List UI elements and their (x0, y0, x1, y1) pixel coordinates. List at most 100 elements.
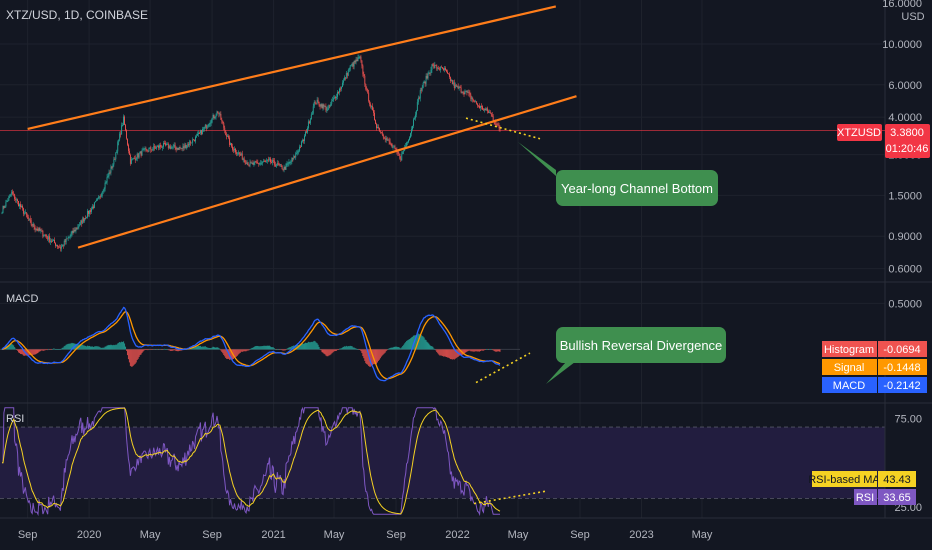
candle-body (190, 141, 192, 144)
macd-histogram-bar (164, 349, 166, 350)
macd-histogram-bar (453, 349, 455, 360)
candle-body (287, 163, 289, 165)
macd-histogram-bar (486, 349, 488, 350)
candle-body (198, 132, 199, 135)
candle-body (289, 161, 291, 163)
macd-histogram-bar (141, 349, 143, 353)
macd-histogram-bar (371, 349, 373, 366)
candle-body (76, 228, 78, 229)
price-pane[interactable] (0, 5, 885, 252)
candle-body (38, 228, 40, 231)
candle-body (79, 222, 81, 226)
macd-histogram-bar (302, 343, 304, 350)
macd-histogram-bar (499, 349, 501, 352)
macd-histogram-bar (262, 346, 264, 350)
candle-body (215, 115, 217, 118)
candle-body (225, 130, 227, 135)
macd-histogram-bar (162, 349, 164, 350)
macd-histogram-bar (22, 349, 24, 356)
macd-histogram-bar (104, 346, 106, 350)
macd-histogram-bar (165, 349, 167, 350)
candle-body (81, 220, 83, 224)
macd-histogram-bar (221, 349, 223, 352)
macd-histogram-bar (37, 349, 39, 354)
histogram-value-tag (878, 341, 927, 357)
macd-value: -0.2142 (883, 380, 920, 392)
candle-body (397, 151, 399, 154)
candle-body (237, 152, 239, 154)
candle-body (33, 223, 35, 228)
candle-body (249, 162, 251, 166)
macd-histogram-bar (81, 344, 83, 350)
candle-body (374, 112, 375, 121)
candle-body (323, 104, 325, 107)
candle-body (378, 127, 380, 132)
candle-body (242, 158, 244, 160)
macd-histogram-bar (231, 349, 233, 360)
macd-histogram-bar (396, 346, 398, 350)
candle-body (329, 105, 331, 107)
macd-histogram-bar (495, 349, 497, 352)
candle-body (337, 91, 339, 97)
macd-histogram-bar (63, 346, 65, 350)
candle-body (486, 108, 488, 112)
candle-body (401, 154, 403, 161)
candle-body (459, 87, 461, 88)
macd-histogram-bar (435, 349, 437, 351)
candle-body (433, 64, 435, 68)
price-axis-top-tick: 16.0000 (882, 0, 922, 10)
macd-histogram-bar (468, 349, 470, 351)
channel-upper-line (27, 5, 557, 131)
macd-histogram-bar (255, 346, 257, 350)
macd-histogram-bar (154, 349, 156, 350)
macd-histogram-bar (223, 349, 225, 355)
macd-histogram-bar (224, 349, 226, 357)
macd-histogram-bar (123, 341, 125, 350)
macd-histogram-bar (409, 339, 411, 350)
candle-body (211, 117, 213, 123)
macd-histogram-bar (247, 349, 249, 351)
candle-body (233, 149, 234, 151)
macd-histogram-bar (36, 349, 38, 354)
candle-body (111, 166, 113, 168)
candle-body (255, 161, 257, 163)
macd-histogram-bar (38, 349, 40, 352)
candle-body (247, 162, 249, 166)
histogram-label-tag (822, 341, 877, 357)
macd-histogram-bar (157, 349, 159, 350)
candle-body (154, 146, 156, 148)
candle-body (295, 153, 297, 158)
candle-body (227, 135, 229, 137)
candle-body (35, 229, 37, 230)
candle-body (24, 212, 26, 214)
macd-histogram-bar (32, 349, 34, 355)
candle-body (415, 110, 417, 115)
candle-body (319, 105, 321, 107)
macd-histogram-bar (126, 349, 127, 351)
macd-histogram-bar (124, 343, 126, 350)
candle-body (123, 116, 125, 126)
macd-histogram-bar (280, 349, 282, 350)
candle-body (160, 145, 161, 147)
macd-histogram-bar (240, 349, 242, 352)
macd-histogram-bar (310, 341, 312, 350)
candle-body (209, 123, 211, 125)
candle-body (236, 153, 238, 155)
macd-histogram-bar (330, 349, 332, 355)
rsi-pane[interactable] (2, 406, 547, 517)
rsi-label: RSI (856, 492, 874, 504)
macd-pane[interactable] (0, 306, 531, 384)
price-tick-label: 0.9000 (888, 231, 922, 243)
candle-body (441, 66, 443, 68)
candle-body (75, 228, 77, 232)
candle-body (490, 112, 492, 115)
candle-body (243, 158, 245, 161)
macd-histogram-bar (121, 341, 123, 350)
candle-body (189, 141, 191, 146)
candle-body (72, 230, 74, 233)
x-tick-label: May (324, 529, 345, 541)
x-tick-label: May (140, 529, 161, 541)
candle-body (221, 119, 223, 121)
